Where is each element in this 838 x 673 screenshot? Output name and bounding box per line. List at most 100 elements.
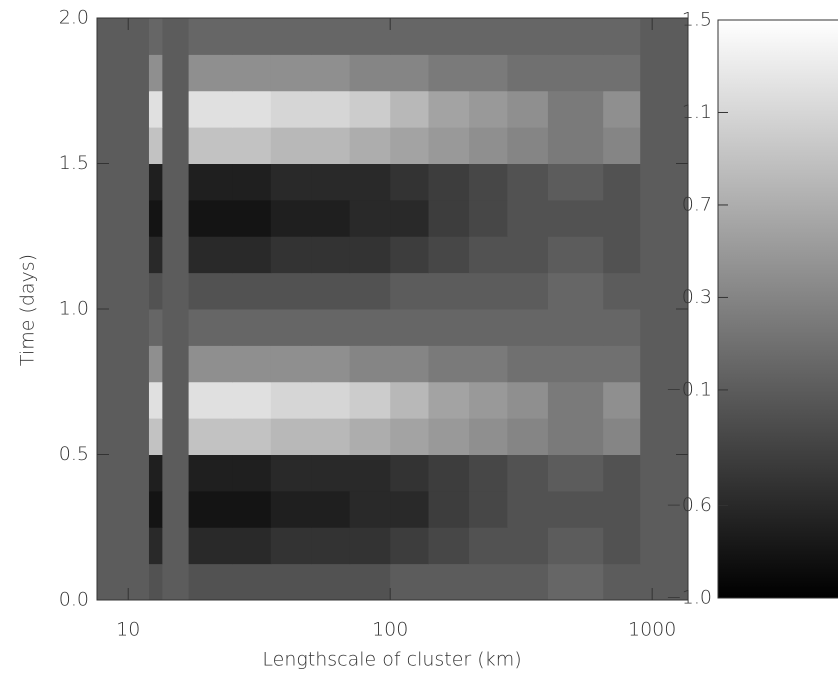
heatmap-cell <box>547 563 604 601</box>
heatmap-cell <box>390 54 429 92</box>
heatmap-cell <box>148 18 163 55</box>
heatmap-cell <box>603 54 641 92</box>
heatmap-cell <box>349 18 391 55</box>
heatmap-cell <box>603 272 641 310</box>
heatmap-cell <box>188 418 233 455</box>
heatmap-cell <box>148 345 163 383</box>
heatmap-cell <box>270 418 312 455</box>
heatmap-cell <box>311 163 351 201</box>
heatmap-cell <box>469 454 508 492</box>
heatmap-cell <box>547 490 604 528</box>
heatmap-cell <box>97 54 150 92</box>
heatmap-cell <box>270 345 312 383</box>
heatmap-cell <box>97 309 150 346</box>
heatmap-cell <box>428 527 470 565</box>
heatmap-cell <box>349 54 391 92</box>
y-tick-label: 2.0 <box>59 7 89 29</box>
heatmap-cell <box>188 163 233 201</box>
heatmap-cell <box>148 199 163 237</box>
heatmap-cell <box>640 527 689 565</box>
heatmap-cell <box>640 127 689 164</box>
heatmap-cell <box>640 54 689 92</box>
heatmap-cell <box>349 163 391 201</box>
heatmap-cell <box>349 127 391 164</box>
heatmap-cell <box>547 90 604 128</box>
heatmap-cell <box>390 345 429 383</box>
heatmap-cell <box>148 54 163 92</box>
heatmap-cell <box>232 490 272 528</box>
heatmap-cell <box>270 309 312 346</box>
heatmap-cell <box>97 127 150 164</box>
heatmap-cell <box>162 527 190 565</box>
heatmap-cell <box>428 272 470 310</box>
heatmap-cell <box>428 381 470 419</box>
heatmap-cell <box>232 418 272 455</box>
heatmap-cell <box>232 163 272 201</box>
heatmap-cell <box>507 163 549 201</box>
heatmap-cell <box>349 345 391 383</box>
heatmap-cell <box>390 236 429 274</box>
heatmap-cell <box>162 345 190 383</box>
heatmap-cell <box>547 381 604 419</box>
heatmap-cell <box>428 18 470 55</box>
heatmap-cell <box>640 418 689 455</box>
heatmap-cell <box>640 309 689 346</box>
heatmap-cell <box>162 18 190 55</box>
y-tick-label: 1.5 <box>59 152 89 174</box>
heatmap-cell <box>603 527 641 565</box>
heatmap-cell <box>603 345 641 383</box>
heatmap-cell <box>507 490 549 528</box>
heatmap-cell <box>232 527 272 565</box>
heatmap-cell <box>469 418 508 455</box>
heatmap-cell <box>390 418 429 455</box>
heatmap-cell <box>640 490 689 528</box>
heatmap-cell <box>603 454 641 492</box>
heatmap-cell <box>390 163 429 201</box>
heatmap-cell <box>311 309 351 346</box>
heatmap-cell <box>428 90 470 128</box>
heatmap-cell <box>507 381 549 419</box>
heatmap-cell <box>270 272 312 310</box>
heatmap-cell <box>270 527 312 565</box>
heatmap-cell <box>162 90 190 128</box>
heatmap-cell <box>390 309 429 346</box>
heatmap-cell <box>311 199 351 237</box>
heatmap-cell <box>162 563 190 601</box>
heatmap-cell <box>469 18 508 55</box>
heatmap-cell <box>162 418 190 455</box>
heatmap-cell <box>188 381 233 419</box>
heatmap-cell <box>428 418 470 455</box>
heatmap-cell <box>97 199 150 237</box>
heatmap-cell <box>311 418 351 455</box>
heatmap-cell <box>469 309 508 346</box>
heatmap-cell <box>232 90 272 128</box>
heatmap-cell <box>547 54 604 92</box>
heatmap-cell <box>188 272 233 310</box>
heatmap-cell <box>311 563 351 601</box>
heatmap-cell <box>603 90 641 128</box>
heatmap-cell <box>97 345 150 383</box>
heatmap-cell <box>270 563 312 601</box>
heatmap-cell <box>188 563 233 601</box>
heatmap-cell <box>97 236 150 274</box>
colorbar-tick-label: −1.0 <box>666 587 712 609</box>
heatmap-cell <box>232 54 272 92</box>
heatmap-cell <box>270 163 312 201</box>
heatmap-cell <box>349 527 391 565</box>
heatmap-cell <box>640 236 689 274</box>
heatmap-cell <box>603 490 641 528</box>
heatmap-cell <box>232 381 272 419</box>
x-tick-label: 1000 <box>628 619 676 641</box>
heatmap-cell <box>349 272 391 310</box>
heatmap-cell <box>428 454 470 492</box>
heatmap-cell <box>97 163 150 201</box>
heatmap-cell <box>547 18 604 55</box>
heatmap-cell <box>640 563 689 601</box>
heatmap-cell <box>162 381 190 419</box>
heatmap-cell <box>603 418 641 455</box>
heatmap-cell <box>428 54 470 92</box>
heatmap-cell <box>349 563 391 601</box>
heatmap-cell <box>469 199 508 237</box>
heatmap-cell <box>162 236 190 274</box>
